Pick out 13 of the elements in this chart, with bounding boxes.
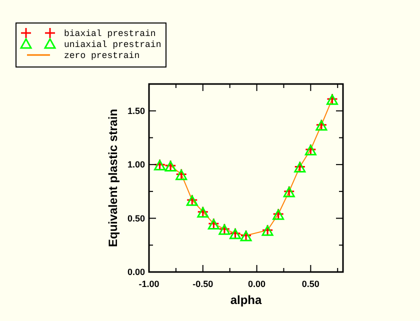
x-tick-label: -1.00 (138, 279, 160, 289)
legend-label: biaxial prestrain (64, 29, 156, 40)
legend-label: zero prestrain (64, 51, 140, 62)
y-tick-label: 1.50 (127, 106, 145, 116)
x-tick-label: 0.50 (302, 279, 320, 289)
y-tick-label: 0.00 (127, 267, 145, 278)
y-axis-title: Equivalent plastic strain (106, 108, 120, 248)
y-tick-label: 0.50 (127, 213, 145, 224)
x-axis-title: alpha (230, 293, 262, 307)
legend-label: uniaxial prestrain (64, 40, 162, 50)
y-tick-label: 1.00 (127, 160, 145, 170)
x-tick-label: -0.50 (192, 279, 214, 289)
x-tick-label: 0.00 (248, 279, 266, 289)
